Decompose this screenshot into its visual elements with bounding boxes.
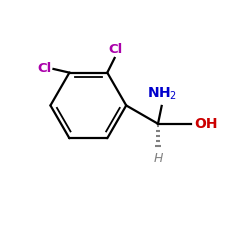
Text: H: H bbox=[153, 152, 163, 165]
Text: NH$_2$: NH$_2$ bbox=[146, 86, 177, 102]
Text: Cl: Cl bbox=[37, 62, 52, 76]
Text: OH: OH bbox=[194, 117, 218, 131]
Text: Cl: Cl bbox=[109, 43, 123, 56]
